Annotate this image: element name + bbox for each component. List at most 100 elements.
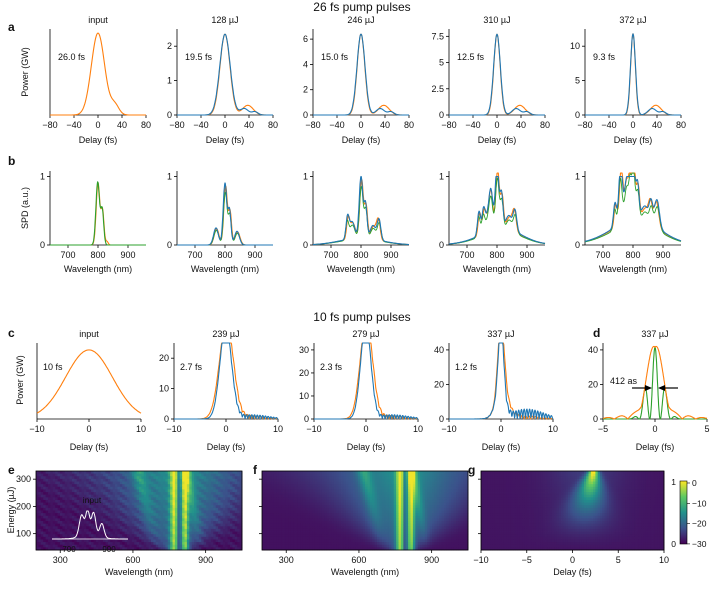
panel-f-cell: [305, 478, 308, 482]
panel-e-cell: [105, 471, 109, 475]
panel-f-cell: [374, 484, 378, 488]
panel-e-ytick-label: 100: [16, 529, 31, 539]
panel-f-cell: [283, 471, 287, 475]
panel-f-cell: [465, 515, 469, 519]
panel-e-cell: [76, 542, 80, 546]
panel-e-cell: [76, 497, 80, 501]
panel-e-cell: [62, 497, 66, 501]
panel-e-cell: [69, 539, 73, 543]
panel-e-cell: [158, 534, 161, 538]
panel-e-cell: [194, 499, 197, 503]
panel-e-cell: [45, 531, 49, 535]
panel-e-cell: [71, 534, 75, 538]
panel-f-cell: [410, 515, 414, 519]
panel-e-cell: [129, 547, 133, 551]
panel-f-cell: [422, 523, 426, 527]
panel-e-cell: [160, 515, 164, 519]
panel-f-cells: [262, 471, 469, 551]
panel-e-cell: [52, 510, 56, 514]
panel-e-cell: [52, 489, 56, 493]
panel-f-cell: [391, 531, 395, 535]
panel-f-cell: [460, 515, 464, 519]
panel-e-cell: [141, 547, 145, 551]
panel-f-cell: [353, 492, 356, 496]
panel-e-cell: [237, 515, 241, 519]
panel-e-cell: [115, 505, 118, 509]
panel-e-cell: [160, 534, 164, 538]
panel-e-cell: [127, 476, 130, 480]
panel-f-cell: [336, 471, 340, 475]
panel-f-cell: [264, 510, 268, 514]
panel-e-cell: [230, 486, 233, 490]
panel-e-cell: [222, 476, 226, 480]
panel-f-cell: [348, 528, 352, 532]
panel-e-cell: [83, 513, 87, 517]
panel-e-cell: [136, 492, 140, 496]
panel-e-cell: [131, 513, 135, 517]
panel-e-cell: [81, 489, 85, 493]
panel-e-cell: [136, 531, 140, 535]
panel-f-cell: [393, 478, 397, 482]
panel-e-cell: [98, 502, 102, 506]
panel-f-cell: [379, 531, 383, 535]
panel-e-cell: [220, 473, 224, 477]
panel-f-cell: [360, 507, 364, 511]
panel-f-cell: [264, 513, 268, 517]
panel-f-cell: [314, 478, 318, 482]
panel-f-cell: [278, 481, 282, 485]
panel-d-plot-ytick-label: 40: [588, 345, 598, 355]
panel-f-cell: [415, 486, 419, 490]
panel-f-cell: [374, 515, 378, 519]
panel-f-cell: [314, 502, 318, 506]
row-b-series-exp-2: [312, 175, 410, 246]
panel-e-cell: [59, 481, 63, 485]
panel-e-cell: [184, 539, 188, 543]
panel-e-cell: [55, 521, 58, 525]
panel-f-cell: [281, 473, 284, 477]
panel-f-cell: [444, 486, 447, 490]
panel-e-cell: [98, 523, 102, 527]
panel-f-cell: [460, 494, 464, 498]
panel-f-cell: [381, 478, 385, 482]
panel-f-cell: [290, 513, 294, 517]
panel-f-cell: [317, 481, 320, 485]
panel-e-cell: [179, 536, 183, 540]
panel-f-cell: [357, 528, 361, 532]
panel-e-cell: [222, 536, 226, 540]
panel-e-cell: [105, 492, 109, 496]
panel-f-cell: [388, 510, 392, 514]
panel-e-cell: [131, 526, 135, 530]
panel-f-cell: [336, 526, 340, 530]
panel-e-cell: [196, 526, 200, 530]
panel-e-cell: [165, 544, 169, 548]
panel-f-cell: [264, 518, 268, 522]
panel-e-cell: [50, 494, 54, 498]
panel-e-cell: [119, 515, 123, 519]
panel-f-cell: [403, 494, 407, 498]
panel-e-cell: [131, 476, 135, 480]
panel-e-cell: [227, 544, 231, 548]
panel-f-cell: [333, 489, 337, 493]
panel-f-cell: [276, 486, 280, 490]
panel-e-cell: [146, 494, 149, 498]
panel-e-cell: [127, 510, 130, 514]
panel-letter-e: e: [8, 463, 15, 477]
panel-e-cell: [186, 534, 190, 538]
panel-e-cell: [71, 542, 75, 546]
panel-f-cell: [319, 502, 323, 506]
panel-e-cell: [40, 499, 44, 503]
panel-f-cell: [317, 473, 320, 477]
panel-e-cell: [122, 502, 126, 506]
panel-f-cell: [305, 521, 308, 525]
panel-e-cell: [55, 531, 58, 535]
panel-e-cell: [52, 494, 56, 498]
panel-e-cell: [36, 507, 39, 511]
panel-e-cell: [117, 489, 121, 493]
panel-f-cell: [293, 534, 296, 538]
panel-f-cell: [420, 513, 423, 517]
panel-e-cell: [57, 507, 61, 511]
panel-e-cell: [201, 513, 205, 517]
panel-f-cell: [374, 531, 378, 535]
panel-f-cell: [403, 528, 407, 532]
panel-e-cell: [232, 499, 236, 503]
